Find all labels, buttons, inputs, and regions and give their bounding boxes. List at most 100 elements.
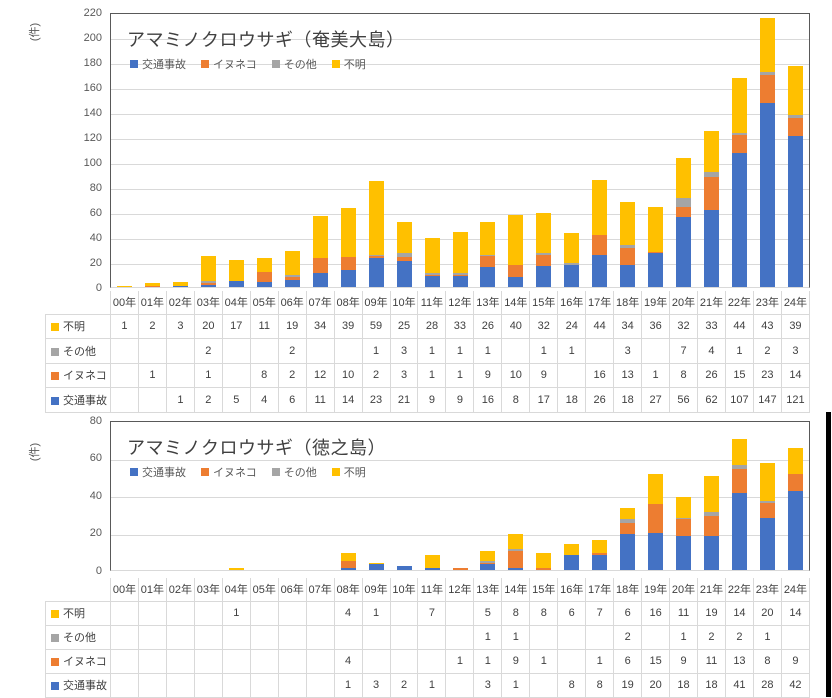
chart-section-tokunoshima: (件) 0 20 40 60 80 アマミノクロウサギ（徳之島） 交通事故 イヌネコ その他… [0,415,832,698]
stacked-bar [508,534,524,570]
chart-section-amami-oshima: (件) 0 20 40 60 80 100 120 140 160 180 200 220 アマミノク… [29,7,811,413]
table-value-cell [110,648,139,674]
year-header-cell: 18年 [613,578,643,602]
stacked-bar [592,179,608,287]
bar-segment [173,282,189,286]
bar-segment [564,555,580,570]
stacked-bar [703,130,719,287]
year-header-cell: 07年 [305,291,335,315]
table-value-cell [110,362,139,388]
table-value-cell: 147 [752,387,782,413]
bar-segment [647,253,663,287]
bar-segment [396,566,412,570]
bar-column [614,422,642,570]
bar-segment [731,438,747,465]
table-value-cell: 19 [277,313,307,339]
table-value-cell [333,338,363,364]
bar-column [725,14,753,287]
legend-label: 交通事故 [142,59,186,71]
table-value-cell: 1 [641,362,671,388]
table-value-cell [165,672,195,698]
table-value-cell [305,648,335,674]
stacked-bar [368,562,384,570]
bar-column [195,14,223,287]
table-value-cell: 14 [780,600,811,626]
table-value-cell: 4 [333,600,363,626]
table-value-cell: 5 [221,387,251,413]
bar-segment [787,448,803,475]
table-value-cell: 1 [445,362,475,388]
table-value-cell: 1 [529,338,559,364]
bar-segment [424,274,440,276]
bar-segment [368,258,384,287]
legend-swatch-icon [331,60,340,68]
table-value-cell [249,648,279,674]
table-value-cell: 11 [249,313,279,339]
table-value-cell: 7 [417,600,447,626]
table-value-cell: 4 [249,387,279,413]
table-value-cell [110,338,139,364]
table-value-cell [445,600,475,626]
bar-segment [703,536,719,570]
series-color-swatch-icon [51,347,59,356]
bar-segment [452,274,468,276]
table-value-cell: 1 [361,600,391,626]
bar-segment [675,519,691,537]
table-value-cell [305,600,335,626]
stacked-bar [592,540,608,570]
table-value-cell: 2 [277,362,307,388]
bars [111,14,809,287]
bar-segment [508,534,524,550]
bar-segment [480,564,496,570]
bar-segment [675,517,691,520]
year-header-cell: 00年 [110,291,139,315]
table-value-cell: 6 [277,387,307,413]
bar-segment [620,523,636,535]
bar-segment [536,253,552,255]
stacked-bar [564,543,580,570]
table-value-cell [445,624,475,650]
year-header-cell: 10年 [389,578,419,602]
stacked-bar [564,233,580,287]
bar-segment [620,508,636,520]
row-label: 交通事故 [45,387,111,413]
bar-segment [452,273,468,275]
bar-column [474,14,502,287]
table-value-cell [361,624,391,650]
gridlines [111,422,809,570]
table-value-cell: 44 [724,313,754,339]
table-value-cell [389,648,419,674]
table-value-cell [277,600,307,626]
year-header-cell: 24年 [780,291,811,315]
bar-segment [257,272,273,282]
table-value-cell: 9 [445,387,475,413]
table-value-cell: 15 [641,648,671,674]
series-color-swatch-icon [51,634,59,642]
table-value-cell: 7 [669,338,699,364]
table-value-cell: 4 [697,338,726,364]
bar-segment [368,180,384,255]
stacked-bar [647,207,663,287]
bar-segment [759,74,775,104]
year-header-cell: 17年 [585,578,615,602]
y-tick-label: 160 [83,81,102,94]
table-value-cell: 14 [724,600,754,626]
table-value-cell: 3 [613,338,643,364]
y-tick-label: 80 [89,181,102,194]
table-value-cell: 16 [473,387,503,413]
table-value-cell: 28 [752,672,782,698]
legend-item: 不明 [331,464,366,480]
legend: 交通事故 イヌネコ その他 不明 [130,56,366,72]
table-value-cell: 40 [501,313,531,339]
table-value-cell [193,600,223,626]
chart-title: アマミノクロウサギ（徳之島） [127,438,386,458]
bar-segment [787,474,803,492]
table-value-cell: 1 [473,648,503,674]
table-value-cell [137,387,167,413]
bar-segment [284,274,300,277]
table-value-cell [110,672,139,698]
bar-segment [424,568,440,570]
bar-segment [592,540,608,554]
bar-segment [368,564,384,570]
table-value-cell [277,672,307,698]
